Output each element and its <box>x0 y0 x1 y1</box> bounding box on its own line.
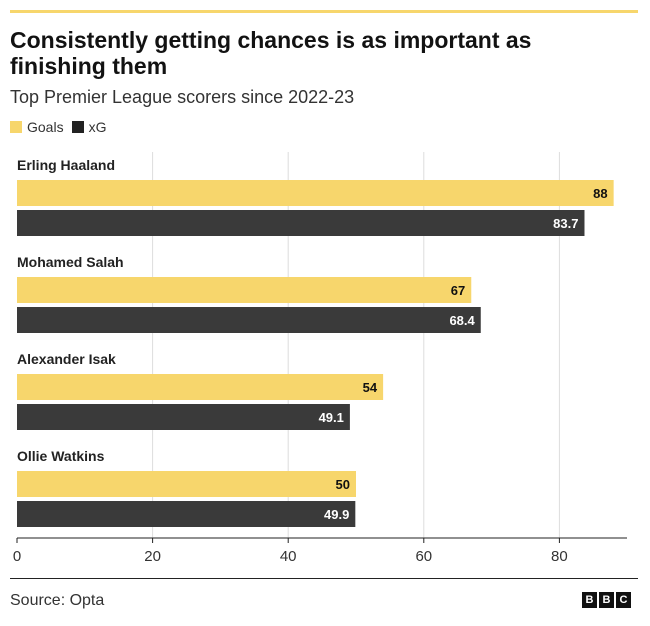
data-label-xg-0: 83.7 <box>553 216 578 231</box>
x-tick-label-60: 60 <box>415 548 432 565</box>
chart-subtitle: Top Premier League scorers since 2022-23 <box>10 87 355 107</box>
bar-xg-2 <box>17 404 350 430</box>
bar-goals-3 <box>17 471 356 497</box>
bar-xg-3 <box>17 501 356 527</box>
legend-item-xg: xG <box>71 119 107 135</box>
x-tick-label-20: 20 <box>144 548 161 565</box>
category-label: Alexander Isak <box>17 351 116 367</box>
data-label-goals-1: 67 <box>451 283 465 298</box>
bar-goals-0 <box>17 180 614 206</box>
bar-chart: Erling Haaland 88 83.7 Mohamed Salah 67 68.4 A… <box>13 152 627 565</box>
bbc-logo-letter-c: C <box>616 592 631 608</box>
category-label: Erling Haaland <box>17 157 115 173</box>
data-label-goals-0: 88 <box>593 186 607 201</box>
category-label: Mohamed Salah <box>17 254 124 270</box>
bar-xg-0 <box>17 210 585 236</box>
data-label-xg-1: 68.4 <box>449 313 475 328</box>
bar-goals-2 <box>17 374 384 400</box>
bbc-logo: B B C <box>580 592 631 608</box>
footer-divider <box>10 578 638 579</box>
legend-label-xg: xG <box>88 119 107 135</box>
data-label-goals-2: 54 <box>363 380 378 395</box>
top-accent-bar <box>10 10 638 13</box>
bar-xg-1 <box>17 307 481 333</box>
x-tick-label-0: 0 <box>13 548 21 565</box>
source-note: Source: Opta <box>10 592 105 609</box>
legend-swatch-goals <box>10 121 22 133</box>
legend-swatch-xg <box>71 121 84 133</box>
data-label-goals-3: 50 <box>336 477 350 492</box>
legend: Goals xG <box>10 119 114 135</box>
chart-title: Consistently getting chances is as impor… <box>10 27 532 79</box>
data-label-xg-2: 49.1 <box>319 410 344 425</box>
bar-goals-1 <box>17 277 472 303</box>
x-tick-label-40: 40 <box>280 548 297 565</box>
x-tick-label-80: 80 <box>551 548 568 565</box>
legend-item-goals: Goals <box>10 119 64 135</box>
bbc-logo-letter-b1: B <box>582 592 597 608</box>
category-label: Ollie Watkins <box>17 448 105 464</box>
legend-label-goals: Goals <box>27 119 64 135</box>
bbc-logo-letter-b2: B <box>599 592 614 608</box>
data-label-xg-3: 49.9 <box>324 507 349 522</box>
